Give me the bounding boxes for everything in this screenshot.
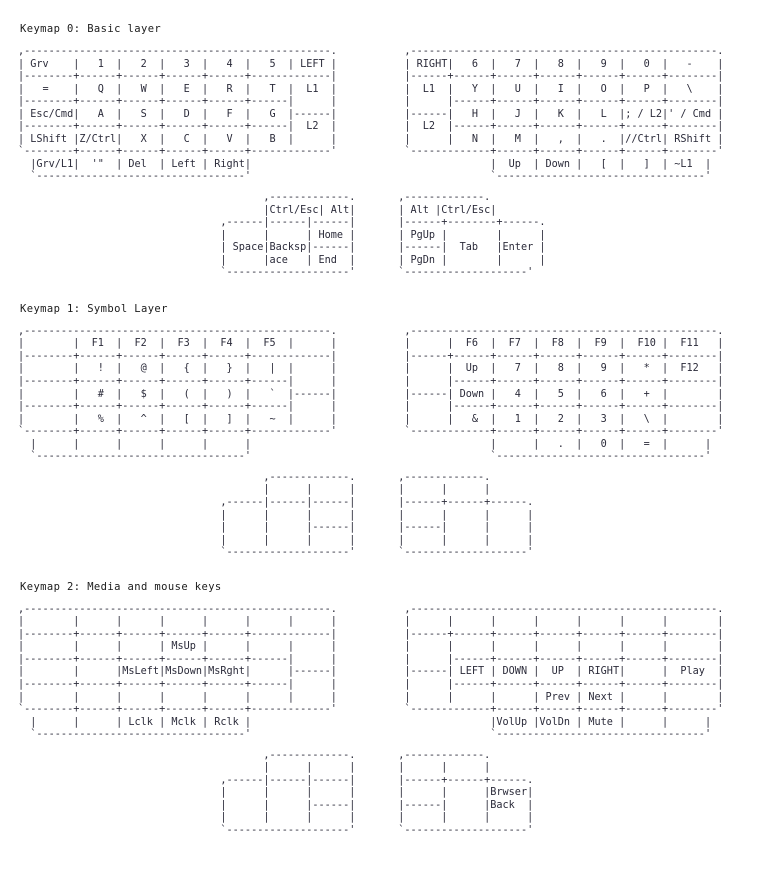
keymap-main-art-1: ,---------------------------------------… <box>18 325 724 463</box>
keymap-thumb-art-1: ,-------------. ,-------------. | | | | … <box>220 471 534 559</box>
keymap-title-0: Keymap 0: Basic layer <box>20 23 162 35</box>
keymap-block-0: Keymap 0: Basic layer ,-----------------… <box>18 22 765 280</box>
keymap-title-2: Keymap 2: Media and mouse keys <box>20 580 222 593</box>
keymap-thumb-art-2: ,-------------. ,-------------. | | | | … <box>220 749 534 836</box>
keymap-main-art-0: ,---------------------------------------… <box>18 46 724 183</box>
keymap-block-1: Keymap 1: Symbol Layer ,----------------… <box>18 302 765 560</box>
keymap-block-2: Keymap 2: Media and mouse keys ,--------… <box>18 580 765 838</box>
section-gap-1 <box>18 560 765 580</box>
spacer-0 <box>18 184 765 192</box>
keymap-thumb-art-0: ,-------------. ,-------------. |Ctrl/Es… <box>220 192 546 279</box>
keymap-main-art-2: ,---------------------------------------… <box>18 603 724 741</box>
spacer-2 <box>18 742 765 750</box>
spacer-1 <box>18 464 765 472</box>
keymap-title-1: Keymap 1: Symbol Layer <box>20 302 168 315</box>
section-gap-0 <box>18 280 765 302</box>
